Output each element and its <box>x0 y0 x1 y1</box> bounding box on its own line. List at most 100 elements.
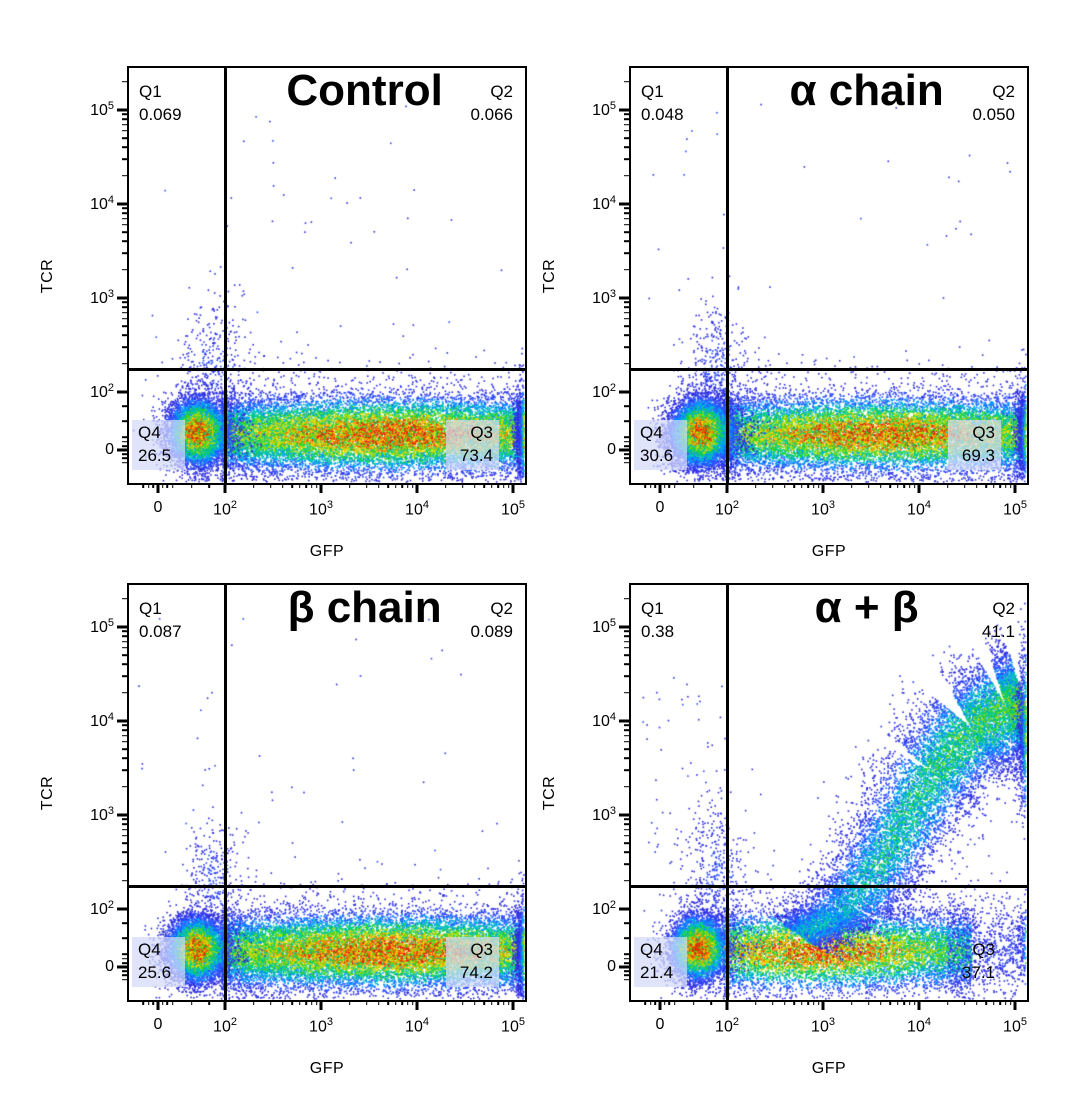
x-axis-minor-tick <box>673 1000 676 1005</box>
y-axis-tick-label: 104 <box>592 193 616 214</box>
x-axis-minor-tick <box>992 1000 995 1005</box>
y-axis-label: TCR <box>37 585 59 1000</box>
x-axis-minor-tick <box>992 483 995 488</box>
y-axis-minor-tick <box>624 974 629 976</box>
y-axis-minor-tick <box>122 724 127 727</box>
panel-title: α chain <box>789 66 944 115</box>
x-axis-minor-tick <box>772 1000 774 1005</box>
x-axis-minor-tick <box>142 483 145 488</box>
x-axis-minor-tick <box>896 1000 899 1005</box>
y-axis-minor-tick <box>624 922 629 924</box>
quadrant-q4: Q4 21.4 <box>634 937 688 987</box>
y-axis-minor-tick <box>122 461 127 464</box>
x-axis-major-tick <box>658 1000 662 1010</box>
x-axis-minor-tick <box>807 483 809 488</box>
x-axis-minor-tick <box>976 483 978 488</box>
y-axis-major-tick <box>619 448 629 452</box>
x-axis-minor-tick <box>710 1000 712 1005</box>
flow-plot-beta-chain: β chain Q1 0.087 Q2 0.089 Q4 25.6 Q3 74.… <box>39 583 527 1077</box>
x-axis-minor-tick <box>851 1000 853 1005</box>
y-axis-minor-tick <box>122 785 127 788</box>
x-axis-minor-tick <box>310 483 313 488</box>
x-axis-minor-tick <box>507 483 510 488</box>
horizontal-gate-line <box>129 884 525 888</box>
quadrant-label: Q3 <box>972 940 995 960</box>
y-axis-minor-tick <box>122 757 127 760</box>
y-axis-minor-tick <box>624 137 629 140</box>
x-axis-minor-tick <box>880 483 882 488</box>
y-axis-minor-tick <box>122 863 127 865</box>
x-axis-tick-label: 102 <box>213 499 237 519</box>
y-axis-minor-tick <box>624 958 629 960</box>
x-axis-label: GFP <box>811 543 847 560</box>
x-axis-minor-tick <box>807 1000 809 1005</box>
x-axis-tick-label: 0 <box>655 1016 665 1033</box>
y-axis-minor-tick <box>624 207 629 210</box>
x-axis-tick-label: 0 <box>153 499 163 516</box>
x-axis-minor-tick <box>411 483 414 488</box>
y-axis-tick-label: 105 <box>90 616 114 637</box>
y-axis-minor-tick <box>122 835 127 837</box>
x-axis-minor-tick <box>147 483 150 488</box>
y-axis-minor-tick <box>122 937 127 939</box>
y-axis-minor-tick <box>624 828 629 831</box>
y-axis-minor-tick <box>624 146 629 149</box>
y-axis-minor-tick <box>122 457 127 459</box>
x-axis-minor-tick <box>474 483 476 488</box>
y-axis-minor-tick <box>624 647 629 649</box>
x-axis-minor-tick <box>497 483 499 488</box>
y-axis-minor-tick <box>122 158 127 160</box>
x-axis-minor-tick <box>349 483 351 488</box>
x-axis-major-tick <box>511 483 515 493</box>
x-axis-major-tick <box>319 1000 323 1010</box>
x-axis-major-tick <box>658 483 662 493</box>
x-axis-major-tick <box>725 1000 729 1010</box>
x-axis-tick-label: 103 <box>309 1016 333 1036</box>
x-axis-major-tick <box>156 483 160 493</box>
y-axis-minor-tick <box>122 953 127 956</box>
vertical-gate-line <box>726 68 729 483</box>
x-axis-minor-tick <box>152 1000 155 1005</box>
y-axis-tick-label: 105 <box>90 99 114 120</box>
x-axis-minor-tick <box>497 1000 499 1005</box>
x-axis-minor-tick <box>483 483 485 488</box>
x-axis-minor-tick <box>784 1000 786 1005</box>
x-axis-minor-tick <box>903 483 905 488</box>
x-axis-minor-tick <box>654 483 657 488</box>
x-axis-minor-tick <box>913 1000 916 1005</box>
x-axis-minor-tick <box>483 1000 485 1005</box>
y-axis-minor-tick <box>624 978 629 981</box>
y-axis-minor-tick <box>122 675 127 677</box>
y-axis-minor-tick <box>122 420 127 422</box>
quadrant-label: Q3 <box>972 423 995 443</box>
y-axis-minor-tick <box>624 252 629 254</box>
y-axis-minor-tick <box>122 823 127 825</box>
x-axis-minor-tick <box>908 1000 911 1005</box>
x-axis-minor-tick <box>394 1000 397 1005</box>
x-axis-minor-tick <box>298 1000 301 1005</box>
x-axis-minor-tick <box>976 1000 978 1005</box>
vertical-gate-line <box>726 585 729 1000</box>
y-axis-minor-tick <box>122 851 127 854</box>
x-axis-minor-tick <box>964 483 966 488</box>
y-axis-label-text: TCR <box>39 775 57 810</box>
quadrant-value: 37.1 <box>961 963 995 983</box>
flow-plot-alpha-chain: α chain Q1 0.048 Q2 0.050 Q4 30.6 Q3 69.… <box>541 66 1029 560</box>
x-axis-major-tick <box>917 483 921 493</box>
x-axis-minor-tick <box>291 483 293 488</box>
x-axis-minor-tick <box>784 483 786 488</box>
x-axis-minor-tick <box>411 1000 414 1005</box>
x-axis-tick-label: 104 <box>907 1016 931 1036</box>
x-axis-minor-tick <box>644 1000 647 1005</box>
y-axis-major-tick <box>619 108 629 112</box>
x-axis-minor-tick <box>1009 483 1012 488</box>
x-axis-minor-tick <box>282 1000 284 1005</box>
quadrant-value: 69.3 <box>961 446 995 466</box>
y-axis-minor-tick <box>624 835 629 837</box>
y-axis-minor-tick <box>122 318 127 320</box>
y-axis-minor-tick <box>624 879 629 882</box>
y-axis-minor-tick <box>122 663 127 666</box>
y-axis-tick-label: 102 <box>90 381 114 402</box>
y-axis-major-tick <box>619 719 629 723</box>
x-axis-minor-tick <box>208 483 210 488</box>
